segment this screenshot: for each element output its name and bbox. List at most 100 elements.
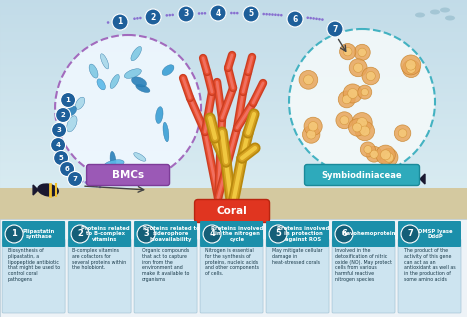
Bar (0, 121, 467, 122)
Text: 4: 4 (215, 9, 221, 17)
Bar (0, 73, 467, 74)
Bar (0, 65, 467, 66)
Bar (0, 116, 467, 117)
Circle shape (51, 122, 67, 138)
Circle shape (59, 154, 62, 157)
Circle shape (64, 165, 67, 168)
Text: Biosynthesis of
plipastatin, a
lipopeptide antibiotic
that might be used to
cont: Biosynthesis of plipastatin, a lipopepti… (7, 248, 60, 282)
FancyBboxPatch shape (266, 221, 329, 247)
Bar (0, 191, 467, 192)
Bar (0, 128, 467, 129)
Bar (0, 181, 467, 182)
Ellipse shape (440, 8, 450, 12)
Circle shape (265, 13, 268, 16)
Circle shape (233, 12, 236, 14)
Text: DMSP lyase
DddP: DMSP lyase DddP (417, 229, 453, 239)
Text: BMCs: BMCs (112, 171, 144, 180)
Circle shape (57, 135, 60, 137)
Bar (0, 82, 467, 83)
Bar (0, 35, 467, 36)
Bar (0, 219, 467, 220)
Bar (0, 8, 467, 9)
Bar (0, 185, 467, 186)
Bar (0, 21, 467, 22)
Bar (0, 173, 467, 174)
Bar (0, 20, 467, 21)
Circle shape (169, 14, 171, 16)
Circle shape (340, 43, 356, 60)
FancyBboxPatch shape (398, 239, 461, 313)
Text: Proteins related
to B-complex
vitamins: Proteins related to B-complex vitamins (81, 226, 129, 242)
Bar (0, 179, 467, 180)
Bar (0, 86, 467, 87)
Bar (0, 62, 467, 63)
Text: 3: 3 (57, 127, 62, 133)
Circle shape (340, 116, 349, 125)
Bar (0, 165, 467, 166)
Text: 1: 1 (11, 230, 17, 238)
Ellipse shape (89, 64, 98, 78)
Bar (0, 151, 467, 152)
Circle shape (136, 17, 139, 20)
Circle shape (406, 60, 416, 70)
Text: 4: 4 (56, 142, 61, 148)
Bar (0, 212, 467, 213)
Bar (0, 139, 467, 140)
Circle shape (280, 14, 283, 16)
Bar (0, 97, 467, 98)
Bar (0, 160, 467, 161)
Bar (0, 148, 467, 149)
Text: 3: 3 (184, 10, 189, 18)
Bar (0, 177, 467, 178)
Circle shape (353, 123, 361, 132)
Bar (0, 72, 467, 73)
Circle shape (358, 85, 372, 99)
Bar (0, 7, 467, 8)
Bar (0, 157, 467, 158)
Bar (0, 10, 467, 11)
Circle shape (58, 149, 61, 152)
Bar (0, 41, 467, 42)
Circle shape (268, 13, 271, 16)
Bar (0, 143, 467, 144)
Text: 7: 7 (73, 176, 78, 182)
Ellipse shape (136, 84, 150, 93)
Text: 7: 7 (333, 24, 338, 34)
Bar (0, 70, 467, 71)
Ellipse shape (163, 122, 169, 142)
Text: Proteins involved
in protection
against ROS: Proteins involved in protection against … (277, 226, 329, 242)
Circle shape (69, 172, 71, 174)
Bar (0, 125, 467, 126)
Circle shape (394, 125, 411, 141)
Bar (0, 204, 467, 205)
Bar (0, 14, 467, 15)
Ellipse shape (400, 173, 420, 184)
Bar (0, 84, 467, 85)
Ellipse shape (37, 183, 59, 197)
Bar (0, 36, 467, 37)
Bar (0, 205, 467, 206)
Bar (0, 168, 467, 169)
Ellipse shape (100, 54, 109, 69)
Bar (0, 42, 467, 43)
Circle shape (78, 179, 80, 181)
Circle shape (64, 163, 66, 166)
Ellipse shape (124, 69, 142, 78)
Circle shape (74, 178, 77, 180)
Circle shape (269, 225, 287, 243)
Circle shape (61, 117, 64, 119)
Circle shape (309, 17, 312, 19)
Text: Proteins involved
in the nitrogen
cycle: Proteins involved in the nitrogen cycle (211, 226, 263, 242)
Bar (0, 83, 467, 84)
Bar (0, 93, 467, 94)
FancyBboxPatch shape (86, 165, 170, 185)
Bar (0, 64, 467, 65)
Circle shape (85, 181, 87, 184)
Circle shape (287, 11, 303, 27)
FancyBboxPatch shape (304, 165, 419, 185)
Bar (0, 26, 467, 27)
Circle shape (88, 182, 91, 185)
Circle shape (348, 88, 358, 98)
Ellipse shape (430, 10, 440, 15)
Circle shape (384, 153, 394, 162)
